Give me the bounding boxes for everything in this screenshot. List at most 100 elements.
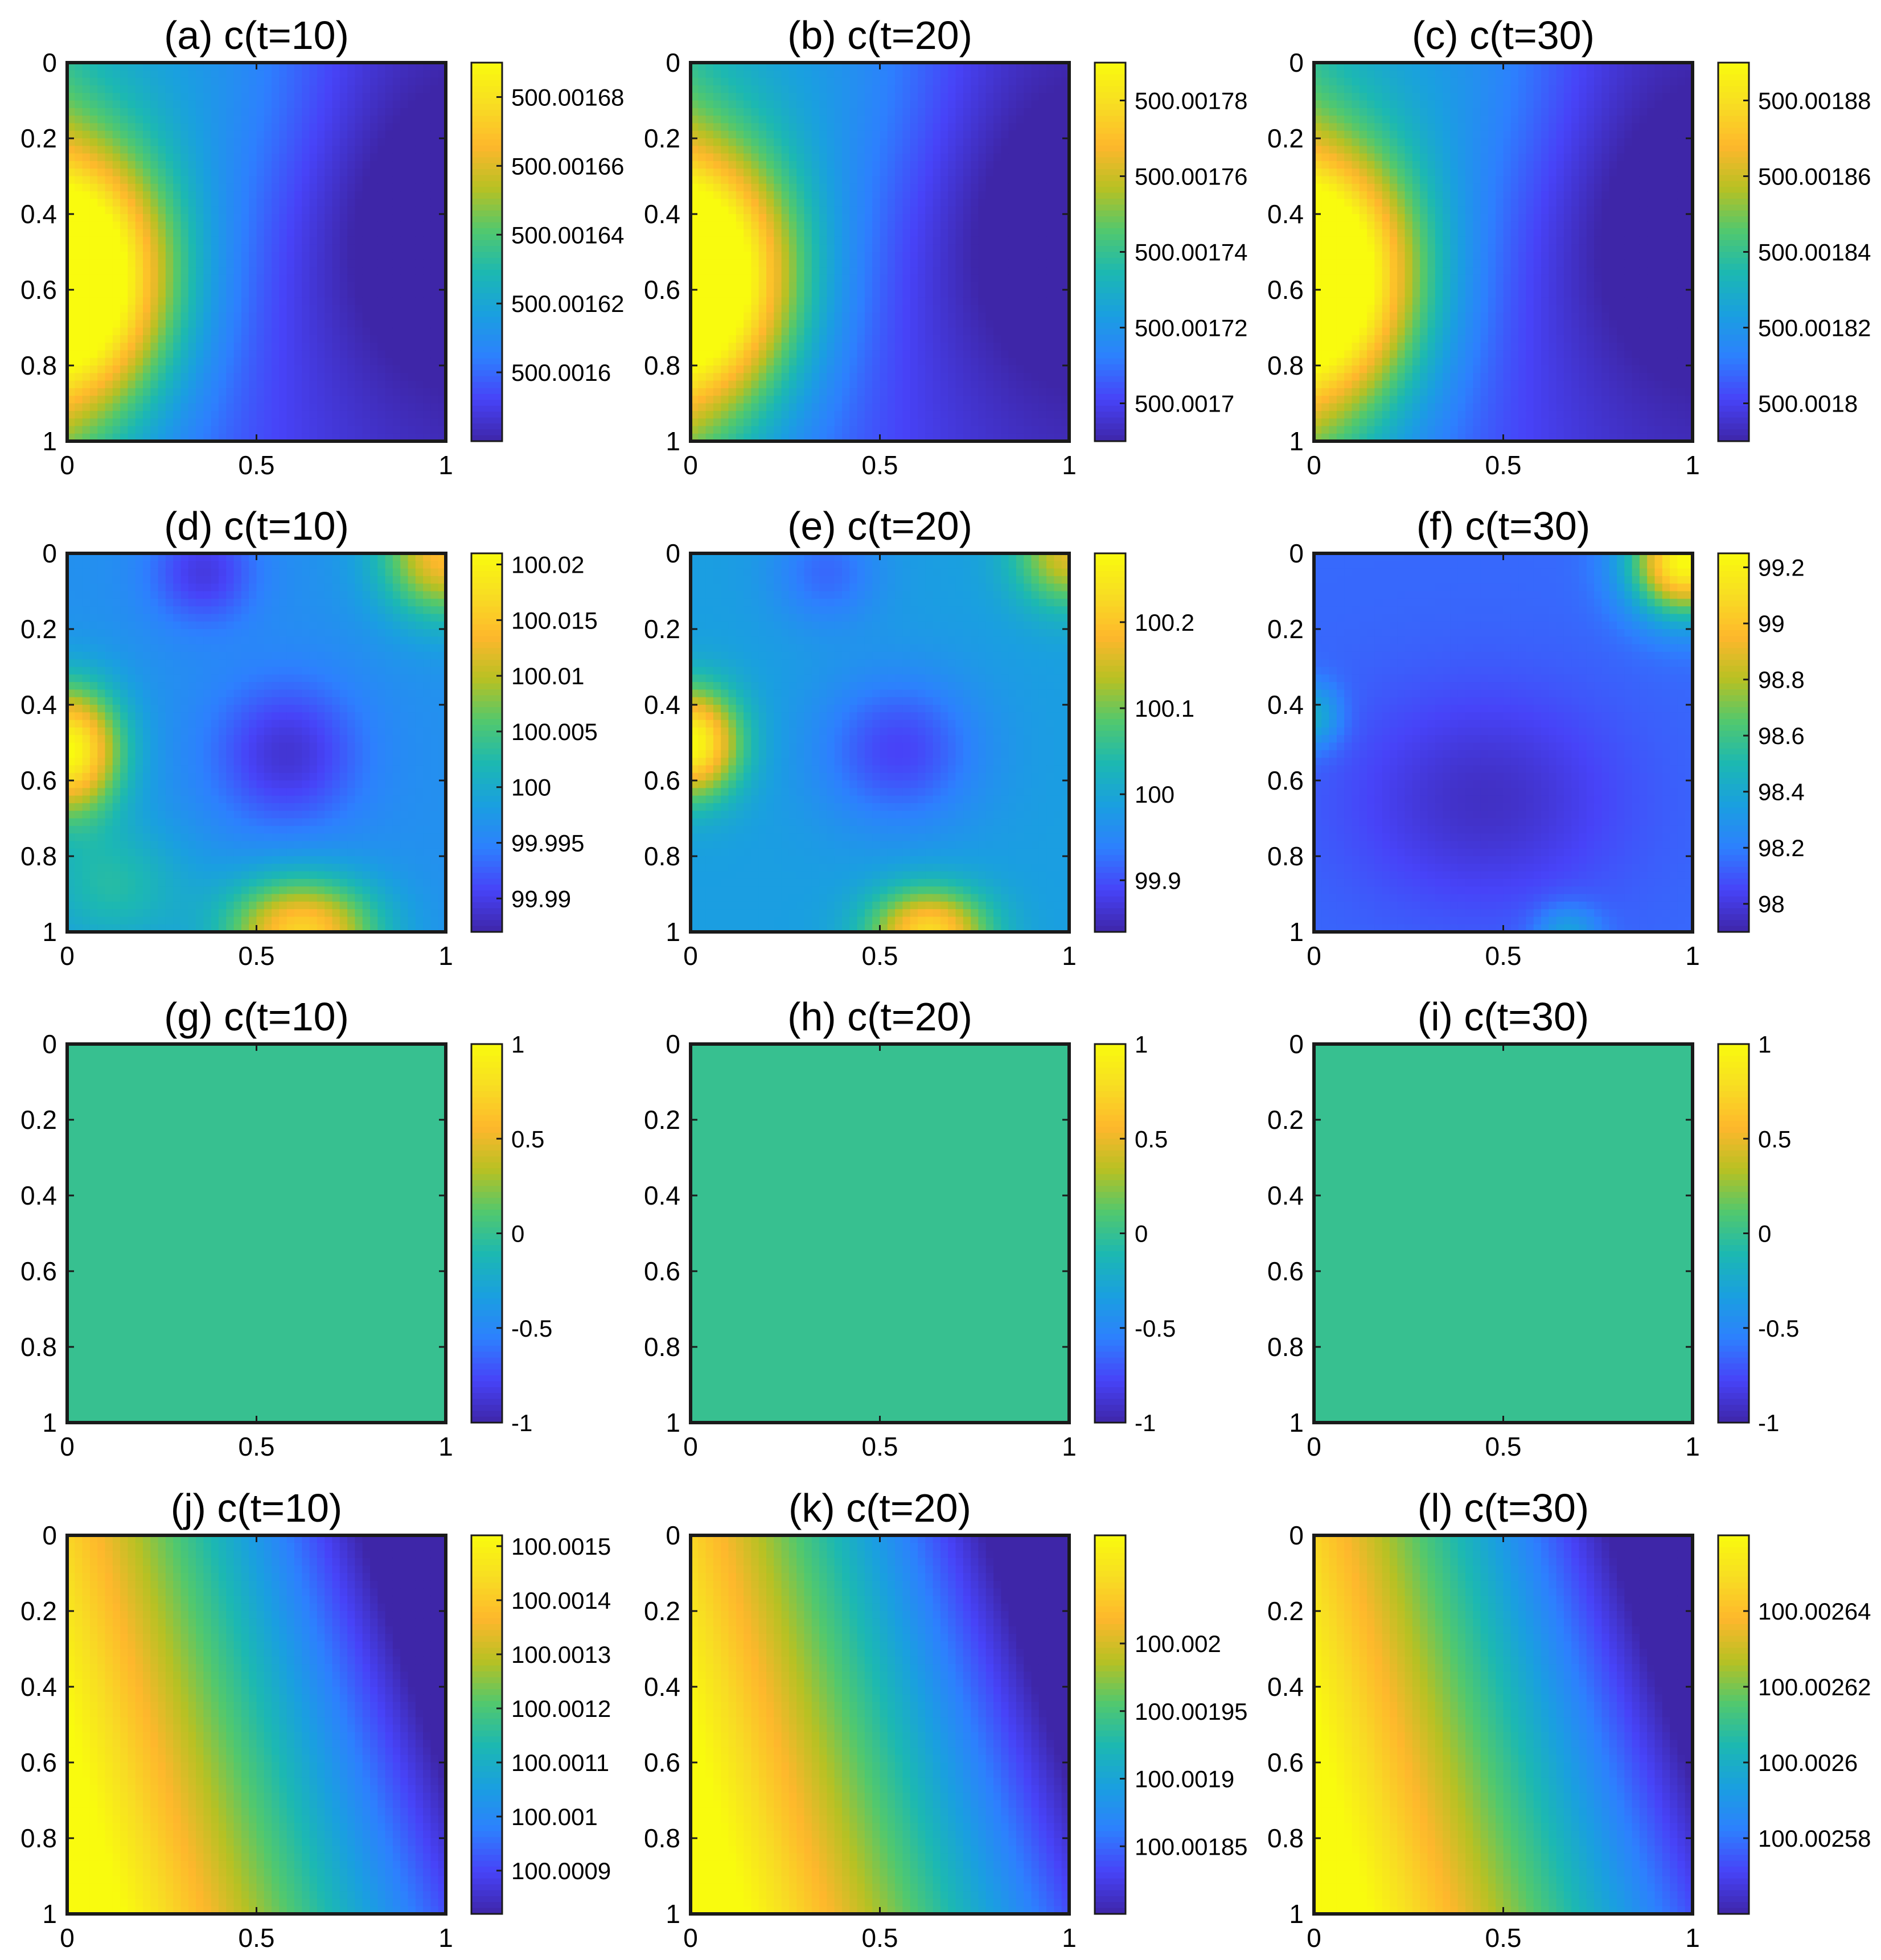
heatmap-cell xyxy=(971,274,979,283)
heatmap-cell xyxy=(758,236,767,245)
heatmap-cell xyxy=(332,153,340,162)
heatmap-cell xyxy=(918,138,926,146)
heatmap-cell xyxy=(211,290,219,298)
colorbar-segment xyxy=(471,234,502,241)
heatmap-cell xyxy=(796,343,805,351)
heatmap-cell xyxy=(370,410,378,419)
heatmap-cell xyxy=(370,297,378,306)
heatmap-cell xyxy=(272,403,280,412)
heatmap-cell xyxy=(933,282,941,290)
heatmap-cell xyxy=(933,93,941,101)
heatmap-cell xyxy=(872,380,881,389)
heatmap-cell xyxy=(286,191,295,199)
heatmap-cell xyxy=(887,312,896,320)
heatmap-cell xyxy=(1001,221,1009,230)
heatmap-cell xyxy=(226,312,235,320)
heatmap-cell xyxy=(302,123,310,132)
heatmap-cell xyxy=(819,100,827,109)
heatmap-cell xyxy=(713,77,721,86)
heatmap-cell xyxy=(849,93,858,101)
heatmap-cell xyxy=(971,229,979,237)
heatmap-cell xyxy=(97,236,106,245)
heatmap-cell xyxy=(971,410,979,419)
heatmap-cell xyxy=(1031,312,1040,320)
heatmap-cell xyxy=(203,130,212,139)
heatmap-cell xyxy=(82,176,91,184)
heatmap-cell xyxy=(736,199,744,207)
heatmap-cell xyxy=(97,418,106,426)
heatmap-cell xyxy=(864,274,873,283)
heatmap-cell xyxy=(887,206,896,215)
heatmap-cell xyxy=(120,229,128,237)
heatmap-cell xyxy=(286,305,295,313)
heatmap-cell xyxy=(864,221,873,230)
heatmap-cell xyxy=(713,350,721,359)
heatmap-cell xyxy=(233,396,242,404)
heatmap-cell xyxy=(834,373,843,381)
colorbar-segment xyxy=(471,151,502,158)
heatmap-cell xyxy=(89,396,98,404)
heatmap-cell xyxy=(430,63,439,71)
heatmap-cell xyxy=(766,365,774,373)
heatmap-cell xyxy=(317,327,325,336)
heatmap-cell xyxy=(347,138,355,146)
heatmap-cell xyxy=(1016,343,1024,351)
heatmap-cell xyxy=(842,410,850,419)
heatmap-cell xyxy=(1046,116,1054,124)
heatmap-cell xyxy=(758,199,767,207)
heatmap-cell xyxy=(971,161,979,169)
heatmap-cell xyxy=(196,161,204,169)
heatmap-cell xyxy=(910,358,918,366)
heatmap-cell xyxy=(728,161,737,169)
heatmap-cell xyxy=(143,229,151,237)
heatmap-cell xyxy=(721,312,729,320)
heatmap-cell xyxy=(370,236,378,245)
heatmap-cell xyxy=(978,244,987,253)
colorbar-tick-label: 500.00164 xyxy=(511,221,625,248)
heatmap-cell xyxy=(857,199,865,207)
heatmap-cell xyxy=(910,116,918,124)
heatmap-cell xyxy=(1008,206,1017,215)
heatmap-cell xyxy=(744,403,751,412)
heatmap-cell xyxy=(895,161,903,169)
heatmap-cell xyxy=(392,169,401,177)
heatmap-cell xyxy=(143,169,151,177)
heatmap-cell xyxy=(985,176,994,184)
heatmap-cell xyxy=(872,282,881,290)
heatmap-cell xyxy=(385,380,393,389)
heatmap-cell xyxy=(971,63,979,71)
heatmap-cell xyxy=(75,350,83,359)
heatmap-cell xyxy=(143,252,151,260)
heatmap-cell xyxy=(902,350,911,359)
heatmap-cell xyxy=(385,85,393,93)
heatmap-cell xyxy=(408,85,416,93)
heatmap-cell xyxy=(408,123,416,132)
heatmap-cell xyxy=(1024,130,1032,139)
heatmap-cell xyxy=(128,63,136,71)
heatmap-cell xyxy=(423,388,431,396)
heatmap-cell xyxy=(736,335,744,343)
heatmap-cell xyxy=(933,70,941,79)
heatmap-cell xyxy=(933,396,941,404)
heatmap-cell xyxy=(864,63,873,71)
heatmap-cell xyxy=(211,388,219,396)
heatmap-cell xyxy=(705,343,714,351)
heatmap-cell xyxy=(834,108,843,116)
heatmap-cell xyxy=(325,169,333,177)
heatmap-cell xyxy=(392,206,401,215)
heatmap-cell xyxy=(415,236,424,245)
heatmap-cell xyxy=(196,206,204,215)
heatmap-cell xyxy=(370,70,378,79)
heatmap-cell xyxy=(925,388,934,396)
heatmap-cell xyxy=(887,138,896,146)
heatmap-cell xyxy=(925,161,934,169)
heatmap-cell xyxy=(135,153,143,162)
heatmap-cell xyxy=(902,77,911,86)
heatmap-cell xyxy=(918,244,926,253)
heatmap-cell xyxy=(1038,365,1047,373)
heatmap-cell xyxy=(796,365,805,373)
heatmap-cell xyxy=(264,403,272,412)
heatmap-cell xyxy=(736,77,744,86)
heatmap-cell xyxy=(317,335,325,343)
heatmap-cell xyxy=(430,93,439,101)
